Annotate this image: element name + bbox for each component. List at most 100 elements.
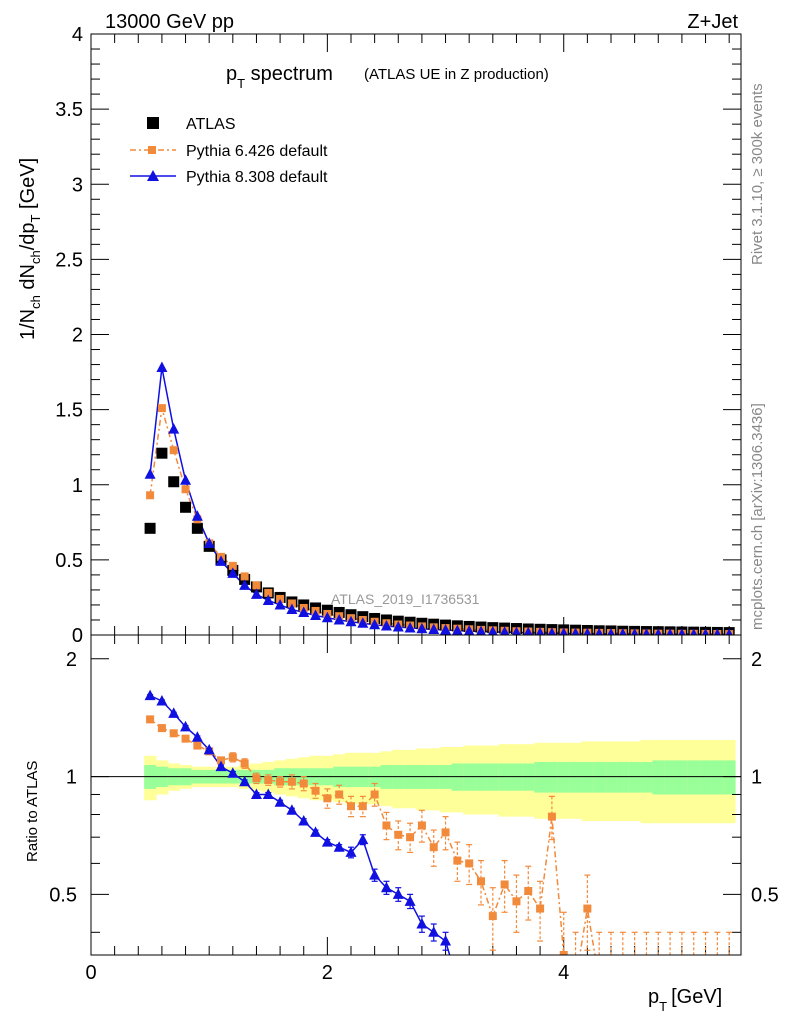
pythia8-point (666, 628, 674, 635)
ratio-pythia8-point (168, 707, 180, 718)
ratio-pythia8-point (546, 975, 557, 986)
pythia8-point (227, 567, 239, 578)
ratio-pythia8-point (250, 788, 262, 799)
ratio-pythia8-point (641, 975, 652, 986)
main-title: pT spectrum (226, 63, 333, 91)
ratio-ytick-label-right: 1 (751, 767, 762, 789)
ratio-pythia6-point (217, 756, 225, 765)
ratio-pythia8-point (724, 975, 735, 986)
ratio-pythia8-point (464, 975, 475, 986)
main-ytick-label: 3 (72, 174, 83, 196)
atlas-point (144, 522, 156, 534)
pythia8-point (583, 627, 592, 635)
ratio-pythia8-point (180, 720, 192, 732)
ratio-band-inner (687, 760, 701, 795)
pythia6-point (287, 599, 296, 608)
main-ytick-label: 3.5 (55, 99, 83, 121)
pythia8-point (451, 624, 463, 635)
ratio-pythia6-point (583, 904, 592, 913)
pythia8-point (511, 626, 521, 635)
ratio-pythia6-point (559, 951, 568, 955)
ratio-pythia8-point (227, 767, 239, 778)
ratio-pythia6-point (441, 828, 450, 837)
ratio-ytick-label: 0.5 (49, 884, 77, 906)
main-ytick-label: 0.5 (55, 550, 83, 572)
legend-pythia6-label: Pythia 6.426 default (186, 143, 328, 160)
ratio-pythia8-point (712, 975, 723, 986)
ratio-pythia8-point (380, 881, 392, 893)
legend-atlas-marker (147, 117, 159, 129)
ratio-pythia6-point (157, 724, 166, 733)
pythia8-point (535, 627, 545, 635)
ratio-pythia8-point (523, 975, 534, 986)
ratio-pythia6-point (406, 833, 415, 842)
ratio-band-inner (640, 761, 653, 793)
ratio-pythia8-point (239, 775, 251, 787)
ratio-pythia8-point (321, 836, 333, 847)
ratio-pythia8-point (416, 918, 428, 929)
pythia8-point (286, 603, 298, 614)
ratio-band-inner (581, 761, 594, 793)
ratio-pythia6-point (595, 977, 603, 985)
legend-pythia8-label: Pythia 8.308 default (186, 169, 328, 186)
pythia8-point (333, 613, 345, 625)
ratio-pythia8-point (144, 689, 156, 701)
pythia8-point (250, 588, 262, 599)
ratio-pythia8-point (191, 731, 203, 742)
ratio-pythia6-point (453, 856, 462, 865)
ratio-pythia6-point (299, 779, 308, 788)
main-ylabel: 1/Nch dNch/dpT [GeV] (17, 158, 43, 340)
ratio-pythia8-point (594, 975, 605, 986)
pythia8-point (631, 628, 639, 635)
ratio-band-inner (522, 763, 535, 791)
ratio-pythia6-point (465, 859, 474, 868)
pythia8-point (203, 537, 215, 548)
ratio-pythia6-point (654, 977, 662, 985)
ratio-pythia8-point (298, 814, 310, 826)
pythia6-point (240, 572, 249, 581)
ratio-pythia8-point (629, 975, 640, 986)
pythia6-point (169, 446, 178, 455)
legend: ATLAS Pythia 6.426 default Pythia 8.308 … (130, 116, 328, 186)
ratio-pythia6-point (252, 774, 261, 783)
ratio-pythia6-point (536, 904, 545, 913)
pythia8-point (571, 627, 580, 635)
ratio-pythia8-point (700, 975, 711, 986)
ratio-pythia6-point (702, 977, 710, 985)
ratio-pythia6-point (276, 777, 285, 786)
energy-label: 13000 GeV pp (105, 11, 234, 33)
pythia8-point (463, 625, 475, 635)
ratio-pythia6-point (335, 790, 344, 799)
ratio-pythia6-point (169, 729, 178, 738)
pythia8-point (559, 627, 568, 635)
ratio-pythia6-point (347, 802, 355, 811)
ratio-band-inner (463, 763, 476, 791)
ratio-pythia8-point (274, 796, 286, 807)
ratio-pythia8-point (345, 846, 357, 857)
ratio-pythia8-point (215, 760, 227, 772)
pythia8-point (690, 628, 698, 635)
ratio-pythia8-point (511, 975, 522, 986)
ratio-band-inner (652, 760, 665, 795)
pythia8-point (404, 621, 416, 633)
ratio-band-inner (486, 763, 500, 791)
ratio-pythia6-point (713, 977, 721, 985)
ratio-band-inner (534, 761, 547, 793)
ratio-pythia6-point (146, 715, 155, 724)
ratio-band-inner (699, 760, 712, 795)
ratio-series (144, 689, 735, 986)
ratio-pythia6-point (488, 912, 497, 921)
ratio-pythia8-point (676, 975, 687, 986)
pythia8-point (607, 627, 615, 635)
pythia8-point (654, 628, 662, 635)
ratio-pythia8-point (203, 743, 215, 755)
ratio-pythia8-point (369, 869, 381, 880)
pythia8-point (476, 625, 486, 635)
ratio-pythia6-point (417, 821, 426, 830)
ratio-uncertainty-bands (91, 740, 741, 824)
process-label: Z+Jet (687, 11, 738, 33)
ratio-pythia8-point (357, 833, 369, 845)
ratio-ytick-label: 2 (66, 649, 77, 671)
ratio-pythia8-point (156, 694, 168, 706)
pythia8-point (428, 623, 440, 634)
